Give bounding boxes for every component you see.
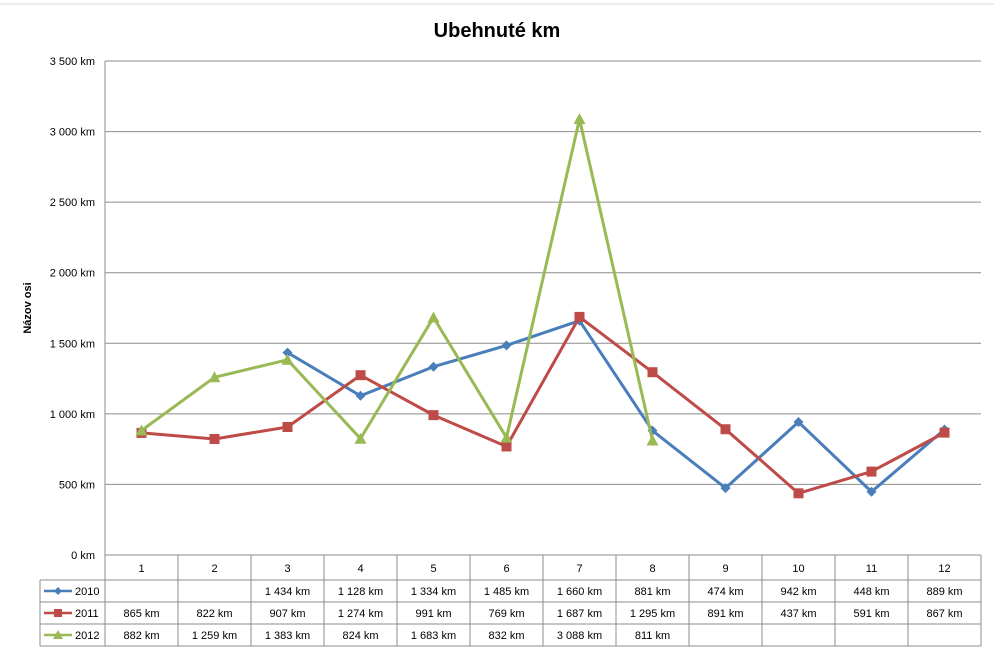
x-category-label: 1: [138, 563, 144, 575]
x-category-label: 2: [211, 563, 217, 575]
table-cell-value: 942 km: [780, 586, 816, 598]
data-point-2011: [574, 311, 585, 322]
series-line-2010: [286, 319, 946, 494]
series-line-2012: [140, 117, 654, 441]
table-cell-value: 991 km: [415, 608, 451, 620]
y-tick-label: 3 500 km: [50, 56, 95, 68]
data-point-2012: [573, 113, 586, 125]
table-cell-value: 591 km: [853, 608, 889, 620]
y-tick-label: 1 000 km: [50, 409, 95, 421]
table-cell-value: 1 295 km: [630, 608, 675, 620]
y-tick-label: 2 000 km: [50, 268, 95, 280]
table-cell-value: 832 km: [488, 630, 524, 642]
table-cell-value: 437 km: [780, 608, 816, 620]
x-category-label: 3: [284, 563, 290, 575]
table-cell-value: 1 485 km: [484, 586, 529, 598]
data-point-2010: [866, 486, 877, 497]
table-cell-value: 448 km: [853, 586, 889, 598]
data-point-2012: [135, 424, 148, 436]
data-point-2011: [209, 433, 220, 444]
table-cell-value: 889 km: [926, 586, 962, 598]
data-point-2011: [720, 424, 731, 435]
table-cell-value: 1 274 km: [338, 608, 383, 620]
legend-marker-2012: [53, 630, 63, 639]
x-category-label: 10: [792, 563, 804, 575]
grid-lines: [104, 60, 981, 555]
x-category-label: 11: [866, 563, 877, 575]
data-point-2011: [501, 441, 512, 452]
data-point-2012: [281, 353, 294, 365]
table-cell-value: 882 km: [123, 630, 159, 642]
x-category-label: 5: [430, 563, 436, 575]
data-point-2011: [939, 427, 950, 438]
x-category-label: 7: [576, 563, 582, 575]
data-point-2010: [428, 361, 439, 372]
data-point-2011: [282, 421, 293, 432]
x-category-label: 4: [357, 563, 363, 575]
legend-label-2012: 2012: [75, 630, 99, 642]
y-tick-label: 3 000 km: [50, 127, 95, 139]
x-category-label: 8: [649, 563, 655, 575]
x-category-label: 9: [722, 563, 728, 575]
x-category-label: 6: [503, 563, 509, 575]
legend-label-2010: 2010: [75, 586, 99, 598]
table-cell-value: 3 088 km: [557, 630, 602, 642]
table-cell-value: 891 km: [707, 608, 743, 620]
y-tick-label: 0 km: [71, 550, 95, 562]
y-tick-label: 2 500 km: [50, 197, 95, 209]
table-cell-value: 822 km: [196, 608, 232, 620]
table-cell-value: 769 km: [488, 608, 524, 620]
table-cell-value: 1 259 km: [192, 630, 237, 642]
chart-title: Ubehnuté km: [434, 20, 561, 42]
data-point-2010: [501, 340, 512, 351]
table-cell-value: 1 334 km: [411, 586, 456, 598]
data-point-2010: [355, 390, 366, 401]
table-cell-value: 881 km: [634, 586, 670, 598]
table-cell-value: 811 km: [635, 630, 670, 642]
y-tick-label: 500 km: [59, 479, 95, 491]
series-layer: [135, 113, 950, 499]
table-cell-value: 474 km: [707, 586, 743, 598]
table-cell-value: 907 km: [269, 608, 305, 620]
data-point-2011: [866, 466, 877, 477]
series-2012: [135, 113, 659, 446]
y-axis-ticks: 0 km 500 km 1 000 km 1 500 km 2 000 km 2 500 …: [50, 56, 95, 562]
data-point-2012: [354, 432, 367, 444]
series-line-2011: [141, 315, 946, 495]
y-tick-label: 1 500 km: [50, 338, 95, 350]
table-cell-value: 1 683 km: [411, 630, 456, 642]
legend-marker-2010: [54, 587, 62, 595]
y-axis-title: Názov osi: [22, 282, 34, 333]
data-point-2012: [646, 434, 659, 446]
table-cell-value: 865 km: [123, 608, 159, 620]
table-cell-value: 1 434 km: [265, 586, 310, 598]
data-point-2011: [793, 488, 804, 499]
data-point-2010: [720, 483, 731, 494]
legend-label-2011: 2011: [75, 608, 99, 620]
data-point-2012: [500, 431, 513, 443]
table-cell-value: 1 383 km: [265, 630, 310, 642]
legend-marker-2011: [54, 609, 62, 617]
series-2011: [136, 311, 950, 499]
x-category-label: 12: [938, 563, 950, 575]
data-point-2010: [793, 417, 804, 428]
data-point-2012: [208, 371, 221, 383]
table-cell-value: 824 km: [342, 630, 378, 642]
table-cell-value: 1 687 km: [557, 608, 602, 620]
data-point-2012: [427, 311, 440, 323]
data-point-2011: [355, 370, 366, 381]
table-cell-value: 1 128 km: [338, 586, 383, 598]
table-cell-value: 867 km: [926, 608, 962, 620]
data-point-2011: [428, 410, 439, 421]
data-point-2011: [647, 367, 658, 378]
table-cell-value: 1 660 km: [557, 586, 602, 598]
data-point-2010: [282, 347, 293, 358]
